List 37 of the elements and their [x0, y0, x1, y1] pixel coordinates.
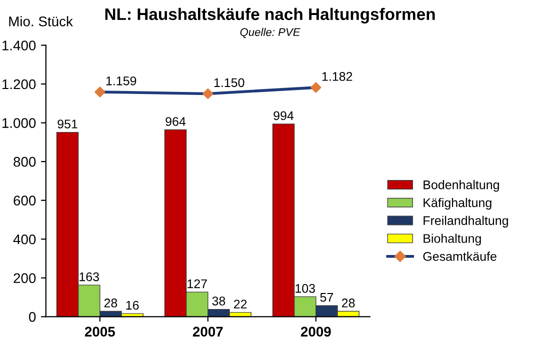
y-tick-label: 1.200: [2, 79, 36, 90]
point: [310, 82, 322, 93]
data-label: 22: [234, 300, 247, 308]
data-label: 964: [166, 117, 186, 126]
y-tick-label: 200: [14, 273, 36, 284]
data-label: 163: [80, 272, 99, 282]
y-tick-label: 800: [14, 156, 36, 167]
data-label: 1.159: [106, 76, 136, 86]
x-tick-label: 2007: [192, 326, 223, 337]
point: [202, 88, 214, 100]
legend-label: Bodenhaltung: [424, 180, 499, 192]
y-tick-label: 1.000: [2, 118, 36, 128]
y-tick-label: 400: [13, 234, 36, 244]
x-tick-label: 2009: [300, 326, 331, 337]
legend-label: Käfighaltung: [424, 198, 492, 210]
y-axis-title: Mio. Stück: [9, 16, 73, 26]
y-tick-label: 600: [14, 196, 36, 206]
legend-label: Freilandhaltung: [424, 216, 508, 228]
y-tick-label: 0: [28, 312, 36, 322]
data-label: 28: [104, 298, 118, 308]
data-label: 1.150: [214, 78, 244, 88]
data-label: 994: [274, 111, 294, 120]
data-label: 951: [58, 120, 78, 128]
legend-label: Gesamtkäufe: [423, 252, 496, 261]
x-tick-label: 2005: [84, 326, 115, 337]
data-label: 1.182: [322, 72, 352, 81]
y-tick-label: 1.400: [2, 40, 36, 50]
data-label: 38: [212, 296, 226, 306]
legend-label: Biohaltung: [424, 234, 481, 246]
chart-title: NL: Haushaltskäufe nach Haltungsformen: [105, 8, 435, 24]
data-label: 28: [342, 298, 355, 308]
chart-subtitle: Quelle: PVE: [240, 28, 300, 38]
point: [94, 86, 106, 98]
data-label: 127: [188, 279, 207, 288]
data-label: 103: [296, 284, 315, 293]
data-label: 16: [126, 300, 139, 310]
data-label: 57: [320, 293, 334, 302]
